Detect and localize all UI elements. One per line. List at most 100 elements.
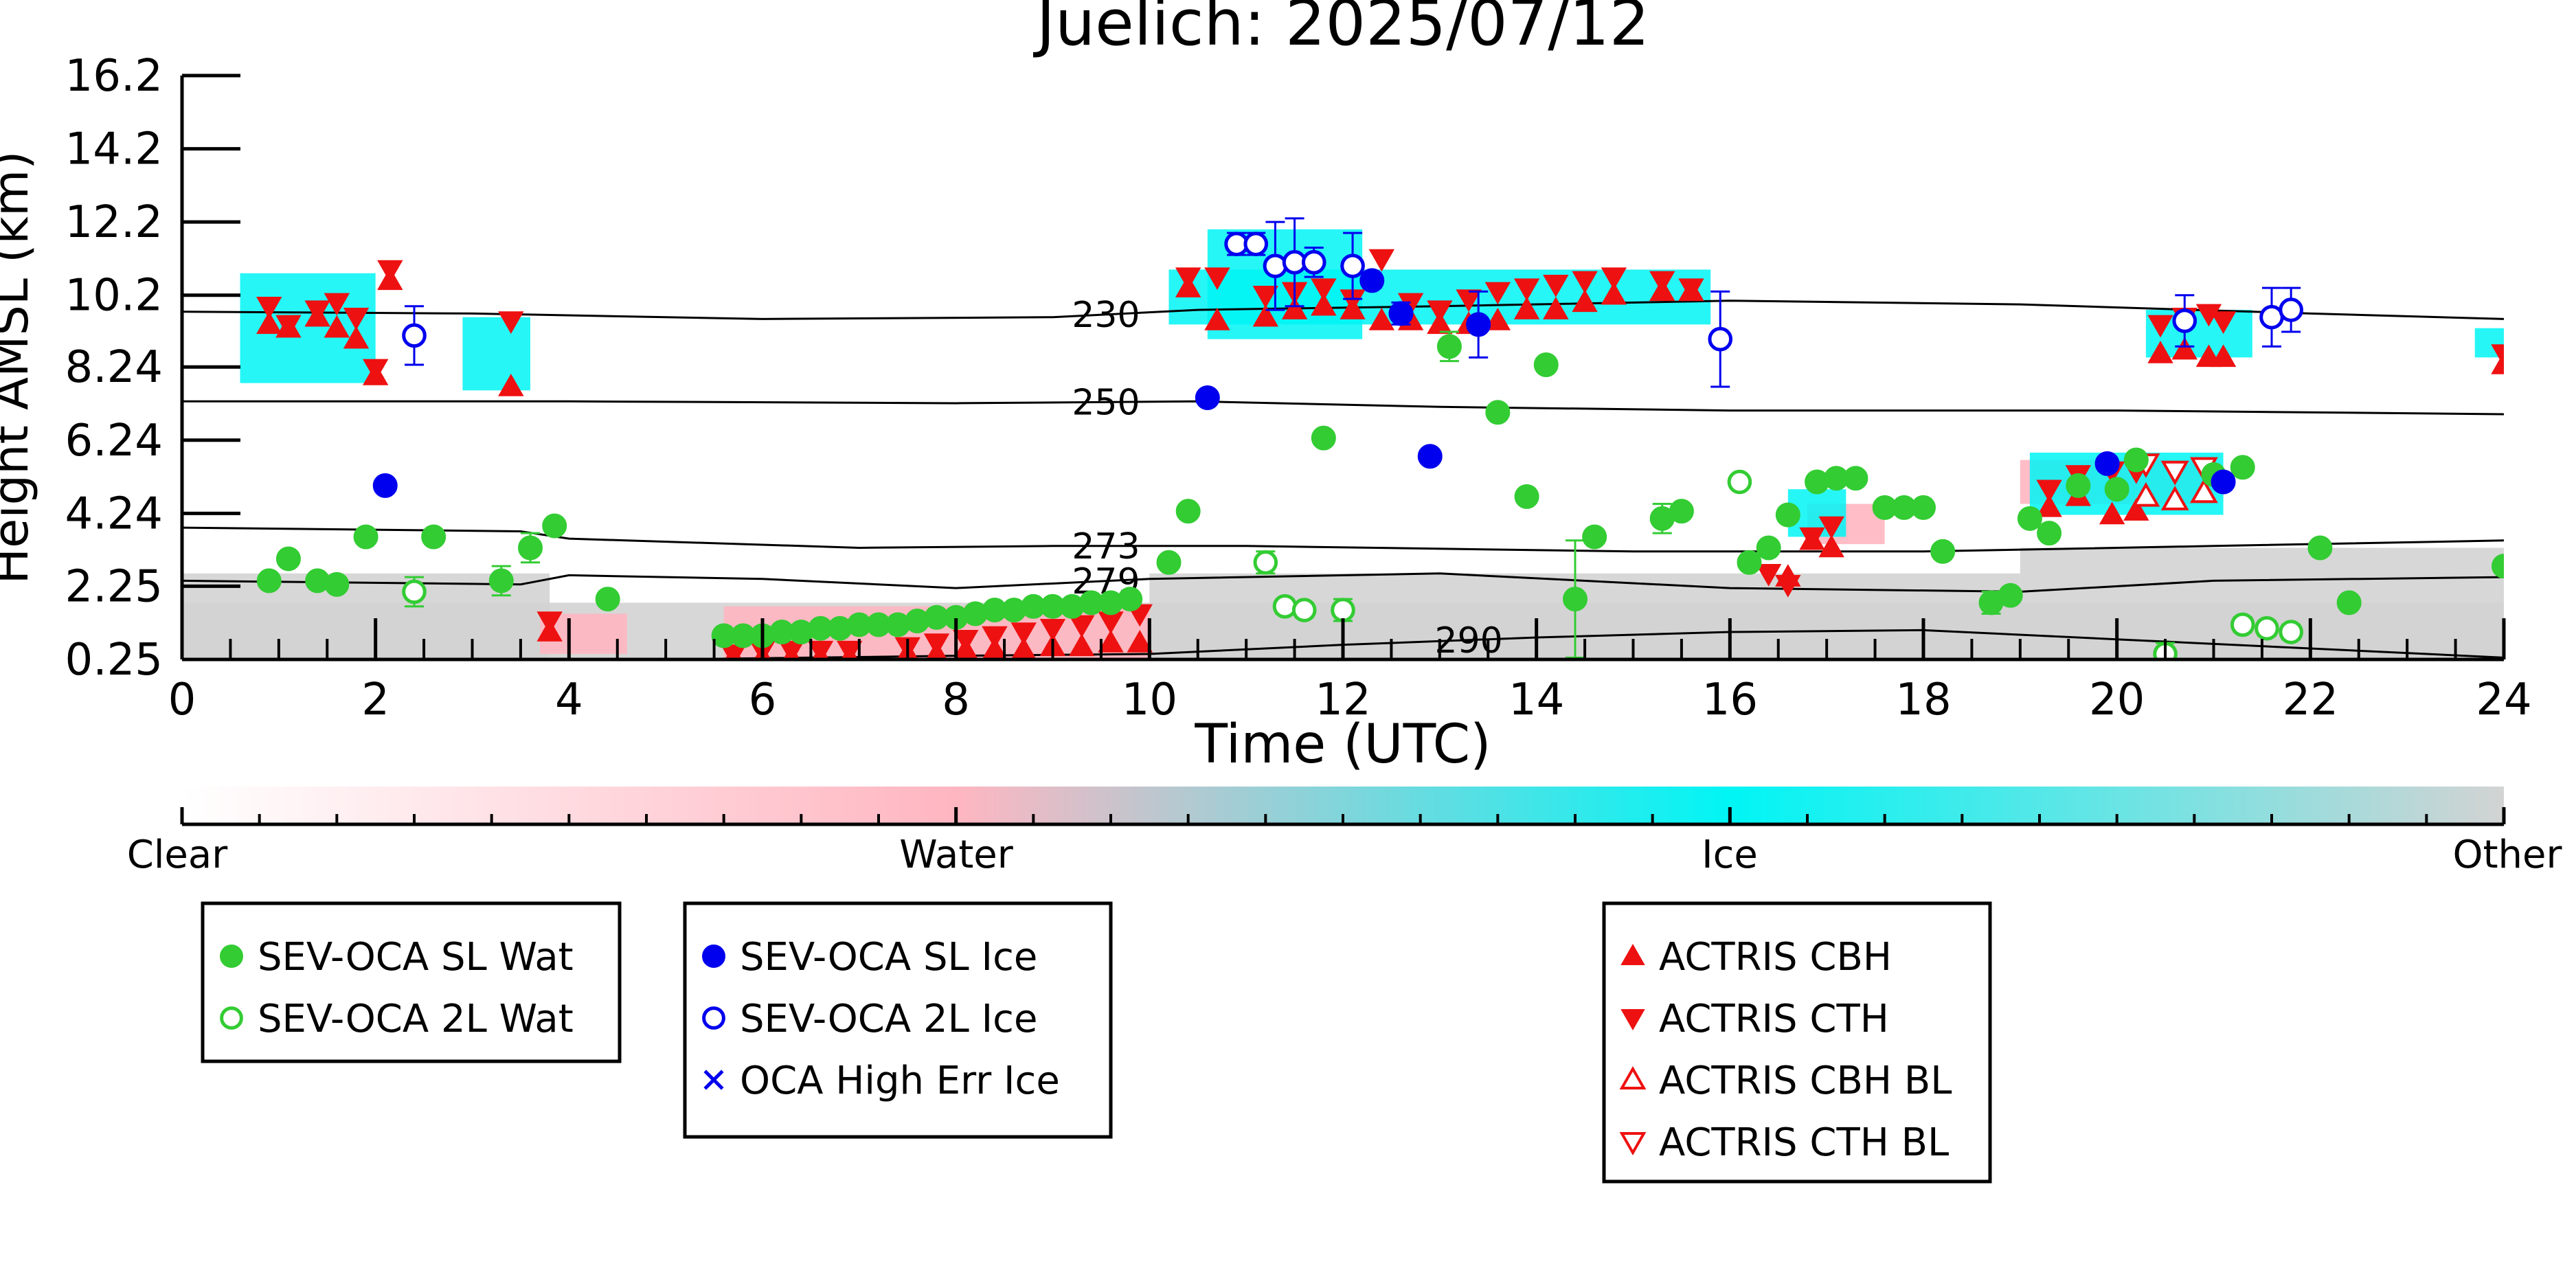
point-actris-cbh-bl-0 (2132, 482, 2160, 507)
legend-label-sev-oca-2l-ice: SEV-OCA 2L Ice (740, 997, 1037, 1041)
point-sev-oca-sl-wat-33 (1175, 499, 1201, 524)
point-actris-cbh-21 (1098, 630, 1124, 653)
point-actris-cbh-34 (1513, 297, 1540, 319)
point-actris-cth-7 (498, 311, 524, 335)
point-sev-oca-sl-wat-56 (2037, 521, 2062, 546)
point-sev-oca-2l-wat-1 (1253, 550, 1278, 575)
point-actris-cth-33 (1484, 282, 1511, 305)
x-tick-label-10: 20 (2089, 675, 2145, 725)
point-sev-oca-sl-wat-37 (1514, 484, 1539, 509)
point-sev-oca-sl-wat-61 (2230, 455, 2255, 480)
data-points (256, 217, 2504, 659)
point-actris-cbh-20 (1069, 633, 1095, 657)
legend-label-sev-oca-sl-wat: SEV-OCA SL Wat (258, 935, 574, 980)
legend-water-frame (201, 901, 622, 1063)
point-sev-oca-sl-wat-1 (275, 546, 301, 572)
point-actris-cbh-37 (1601, 282, 1627, 305)
legend-label-sev-oca-sl-ice: SEV-OCA SL Ice (740, 935, 1037, 980)
isotherm-273 (182, 526, 2504, 553)
point-actris-cbh-46 (2123, 498, 2149, 521)
point-sev-oca-2l-ice-5 (1301, 249, 1326, 275)
point-actris-cth-32 (1456, 289, 1482, 313)
point-actris-cth-16 (953, 629, 979, 653)
point-sev-oca-sl-wat-38 (1533, 352, 1559, 378)
mask-ice-1 (462, 317, 530, 391)
point-actris-cth-18 (1010, 622, 1037, 646)
legend-marker-actris-cth-bl (1619, 1132, 1647, 1156)
point-sev-oca-sl-wat-51 (1911, 495, 1936, 520)
point-sev-oca-2l-wat-3 (1291, 598, 1317, 622)
point-actris-cth-25 (1252, 285, 1279, 308)
series-sev-oca-sl-wat (256, 330, 2504, 659)
series-sev-oca-2l-ice (402, 217, 2303, 388)
point-actris-cbh-35 (1543, 297, 1569, 319)
point-sev-oca-2l-ice-10 (2279, 297, 2303, 322)
point-sev-oca-sl-ice-2 (1359, 268, 1385, 293)
y-tick-label-2: 4.24 (65, 488, 163, 539)
point-actris-cth-3 (324, 293, 350, 316)
chart-title: Juelich: 2025/07/12 (1033, 0, 1650, 60)
point-sev-oca-sl-ice-1 (1195, 385, 1220, 410)
series-sev-oca-sl-ice (372, 268, 2236, 498)
mask-other-1 (182, 573, 550, 659)
point-sev-oca-sl-wat-48 (1843, 466, 1868, 491)
point-sev-oca-2l-wat-8 (2255, 615, 2279, 641)
point-sev-oca-sl-wat-64 (2492, 554, 2504, 579)
point-actris-cbh-4 (343, 326, 370, 349)
point-actris-cbh-bl-2 (2189, 478, 2218, 504)
point-sev-oca-sl-wat-44 (1756, 535, 1781, 561)
point-actris-cbh-43 (2036, 494, 2062, 517)
point-sev-oca-sl-ice-6 (2094, 451, 2120, 476)
point-sev-oca-sl-wat-43 (1737, 550, 1762, 575)
point-sev-oca-2l-wat-7 (2230, 612, 2255, 637)
point-sev-oca-sl-wat-3 (324, 572, 350, 597)
point-actris-cth-2 (304, 300, 330, 324)
legend-ice-frame (683, 901, 1113, 1139)
point-sev-oca-sl-wat-62 (2307, 535, 2333, 561)
point-sev-oca-2l-wat-9 (2279, 620, 2303, 644)
legend-label-actris-cbh-bl: ACTRIS CBH BL (1659, 1059, 1952, 1103)
point-actris-cth-0 (256, 296, 282, 319)
point-sev-oca-sl-wat-39 (1563, 587, 1588, 612)
x-tick-label-12: 24 (2476, 675, 2531, 725)
y-tick-label-4: 8.24 (65, 342, 163, 393)
x-tick-label-11: 22 (2283, 675, 2338, 725)
point-sev-oca-sl-wat-0 (256, 568, 282, 594)
point-actris-cth-13 (837, 640, 863, 659)
point-actris-cth-52 (2491, 344, 2504, 368)
point-actris-cbh-22 (1127, 630, 1153, 653)
point-sev-oca-2l-wat-2 (1272, 594, 1298, 619)
y-tick-label-5: 10.2 (65, 271, 163, 321)
legend-marker-actris-cth (1620, 1009, 1645, 1031)
point-sev-oca-2l-ice-0 (402, 323, 427, 348)
point-actris-cth-41 (1775, 575, 1801, 598)
isotherm-label-290: 290 (1434, 620, 1502, 662)
point-sev-oca-2l-wat-0 (402, 579, 427, 605)
isotherm-label-230: 230 (1072, 295, 1140, 336)
point-sev-oca-sl-wat-6 (488, 568, 514, 594)
point-sev-oca-sl-wat-32 (1156, 550, 1182, 575)
legend-marker-sev-oca-2l-wat (220, 1006, 243, 1030)
isotherm-label-273: 273 (1072, 526, 1140, 567)
point-sev-oca-sl-wat-36 (1485, 400, 1511, 425)
point-actris-cth-35 (1543, 275, 1569, 297)
point-sev-oca-2l-wat-4 (1331, 598, 1355, 622)
point-sev-oca-sl-ice-5 (1466, 312, 1491, 337)
point-actris-cth-11 (778, 640, 804, 659)
point-sev-oca-sl-wat-42 (1669, 499, 1694, 524)
x-tick-label-8: 16 (1702, 675, 1758, 725)
point-sev-oca-sl-wat-57 (2066, 473, 2091, 498)
point-actris-cbh-27 (1311, 293, 1337, 316)
x-tick-label-2: 4 (555, 675, 583, 725)
x-tick-label-0: 0 (168, 675, 196, 725)
isotherm-250 (182, 400, 2504, 416)
colorbar-label-clear: Clear (127, 833, 228, 877)
legend-actris: ACTRIS CBH ACTRIS CTH ACTRIS CBH BL ACTRIS … (1602, 901, 1992, 1184)
legend-marker-sev-oca-sl-wat (220, 945, 243, 968)
point-sev-oca-sl-wat-8 (542, 513, 567, 539)
point-actris-cth-39 (1678, 278, 1704, 302)
legend-label-actris-cth-bl: ACTRIS CTH BL (1659, 1120, 1949, 1165)
point-actris-cbh-42 (1818, 534, 1844, 558)
point-sev-oca-2l-ice-2 (1243, 231, 1269, 256)
